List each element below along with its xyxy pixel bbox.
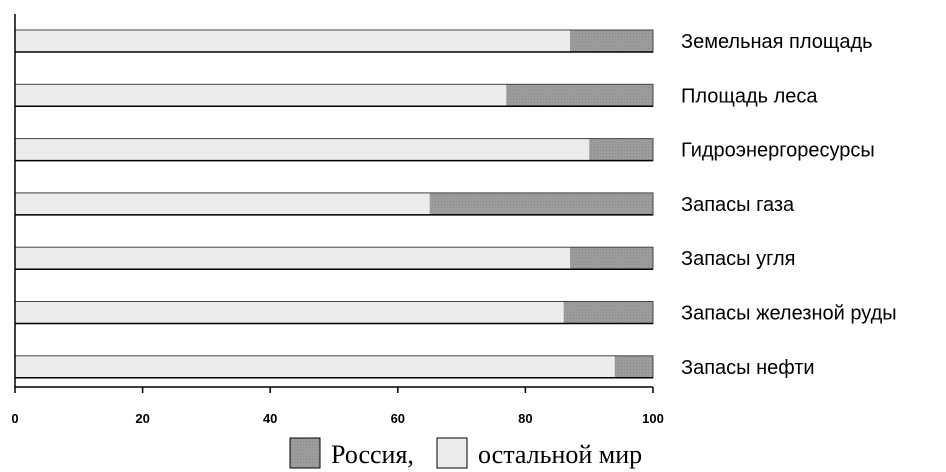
- bar-rest-of-world: [15, 192, 430, 215]
- category-labels: Земельная площадь Площадь леса Гидроэнерго…: [681, 31, 897, 379]
- bar-russia: [506, 84, 653, 107]
- bar-russia: [570, 30, 653, 52]
- bar-russia: [570, 247, 653, 270]
- bar-rest-of-world: [15, 301, 564, 324]
- bar-rest-of-world: [15, 138, 590, 161]
- category-label: Запасы газа: [681, 194, 795, 216]
- x-tick-label: 80: [518, 411, 532, 426]
- x-tick-label: 40: [263, 411, 277, 426]
- x-tick-label: 100: [642, 411, 664, 426]
- x-tick-label: 0: [11, 411, 18, 426]
- legend: Россия, остальной мир: [289, 437, 642, 469]
- bar-russia: [563, 301, 653, 324]
- bar-russia: [429, 192, 653, 215]
- legend-swatch-russia: [289, 437, 321, 469]
- legend-label-russia: Россия,: [331, 440, 414, 469]
- category-label: Гидроэнергоресурсы: [681, 140, 875, 162]
- bar-rest-of-world: [15, 30, 571, 52]
- bars: [14, 29, 654, 379]
- category-label: Земельная площадь: [681, 31, 873, 53]
- legend-label-rest-of-world: остальной мир: [478, 440, 642, 469]
- category-label: Запасы нефти: [681, 357, 815, 379]
- bar-russia: [589, 138, 653, 161]
- x-axis: 0 20 40 60 80 100: [11, 14, 664, 426]
- x-tick-label: 20: [135, 411, 149, 426]
- category-label: Запасы угля: [681, 248, 795, 270]
- bar-rest-of-world: [15, 355, 615, 378]
- bar-rest-of-world: [15, 84, 507, 107]
- bar-rest-of-world: [15, 247, 571, 270]
- bar-russia: [614, 355, 653, 378]
- legend-swatch-rest-of-world: [436, 437, 468, 469]
- category-label: Площадь леса: [681, 85, 818, 107]
- x-tick-label: 60: [391, 411, 405, 426]
- category-label: Запасы железной руды: [681, 303, 897, 325]
